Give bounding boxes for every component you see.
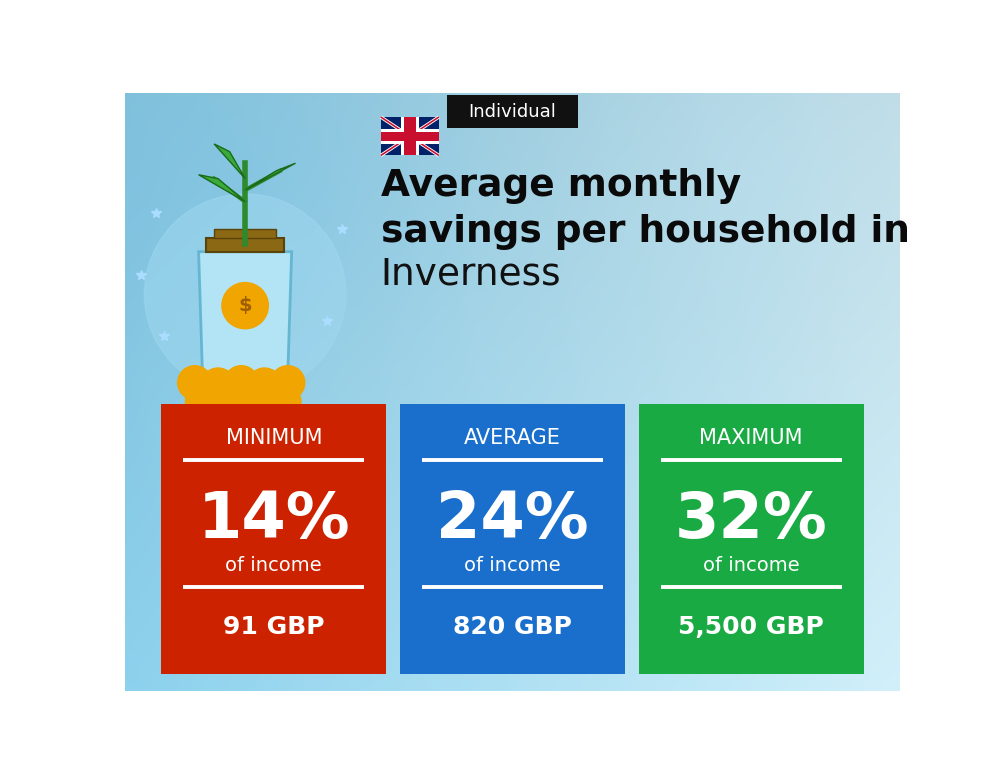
- Bar: [639, 404, 864, 674]
- Bar: [381, 117, 439, 155]
- Text: savings per household in: savings per household in: [381, 214, 910, 251]
- Text: 24%: 24%: [436, 489, 589, 551]
- Bar: [381, 117, 439, 155]
- Bar: [381, 129, 439, 144]
- Polygon shape: [214, 144, 245, 178]
- Text: Average monthly: Average monthly: [381, 168, 741, 204]
- Circle shape: [213, 385, 247, 419]
- Text: 820 GBP: 820 GBP: [453, 615, 572, 639]
- Text: $: $: [238, 296, 252, 315]
- Circle shape: [201, 368, 235, 402]
- Text: Inverness: Inverness: [381, 257, 561, 293]
- Circle shape: [178, 365, 212, 400]
- Bar: [404, 117, 416, 155]
- Text: 5,500 GBP: 5,500 GBP: [678, 615, 824, 639]
- FancyBboxPatch shape: [447, 95, 578, 128]
- Bar: [161, 404, 386, 674]
- Text: of income: of income: [225, 556, 322, 575]
- Bar: [206, 238, 284, 251]
- Text: 14%: 14%: [197, 489, 350, 551]
- Bar: [401, 117, 419, 155]
- Circle shape: [240, 383, 274, 417]
- Text: 32%: 32%: [675, 489, 828, 551]
- Bar: [214, 229, 276, 238]
- Circle shape: [222, 282, 268, 329]
- Circle shape: [224, 365, 258, 400]
- Circle shape: [271, 365, 305, 400]
- Text: 91 GBP: 91 GBP: [223, 615, 325, 639]
- Text: AVERAGE: AVERAGE: [464, 428, 561, 448]
- Circle shape: [267, 385, 301, 419]
- Bar: [381, 132, 439, 141]
- Polygon shape: [245, 163, 296, 190]
- Text: MINIMUM: MINIMUM: [226, 428, 322, 448]
- Text: of income: of income: [464, 556, 561, 575]
- Circle shape: [247, 368, 282, 402]
- Bar: [400, 404, 625, 674]
- Text: of income: of income: [703, 556, 800, 575]
- Text: MAXIMUM: MAXIMUM: [699, 428, 803, 448]
- Text: Individual: Individual: [469, 102, 556, 120]
- Circle shape: [185, 383, 220, 417]
- Circle shape: [144, 194, 346, 394]
- Polygon shape: [199, 175, 245, 202]
- Polygon shape: [199, 251, 292, 375]
